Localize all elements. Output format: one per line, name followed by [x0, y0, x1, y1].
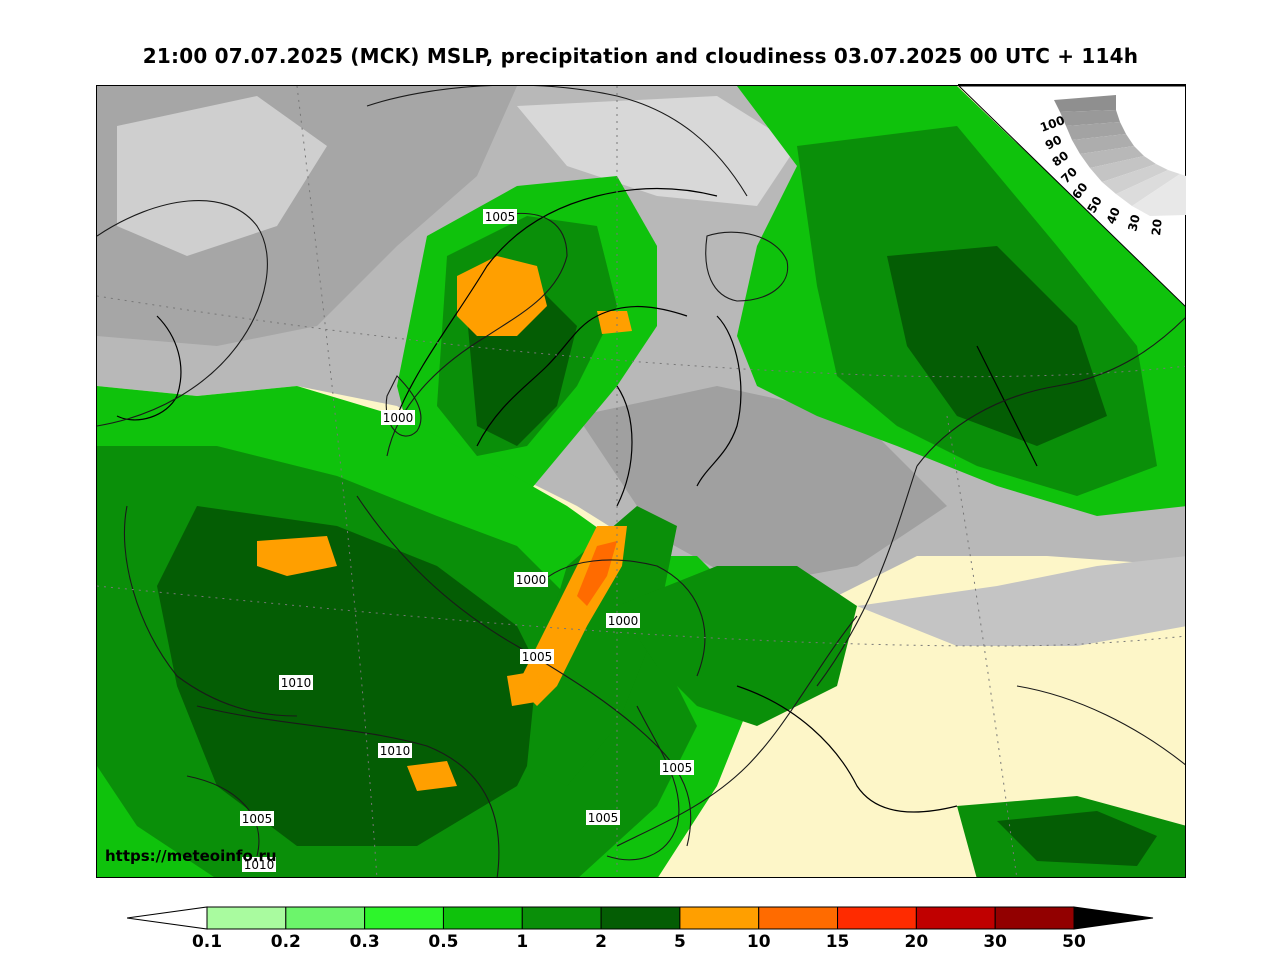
- colorbar-swatch: [758, 906, 839, 930]
- colorbar-tick-label: 0.1: [191, 932, 223, 952]
- isobar-label: 1005: [588, 811, 619, 825]
- isobar-label: 1005: [485, 210, 516, 224]
- colorbar-tick-label: 1: [516, 932, 529, 952]
- colorbar-tick-label: 30: [983, 932, 1008, 952]
- isobar-label: 1000: [383, 411, 414, 425]
- colorbar-tick-label: 5: [673, 932, 686, 952]
- colorbar-swatch: [206, 906, 287, 930]
- cloudiness-legend: 100 90 80 70 60 50 40 30 20: [1038, 95, 1186, 236]
- precip-colorbar: [127, 906, 1154, 930]
- cloud-label: 100: [1038, 113, 1066, 135]
- isobar-label: 1005: [662, 761, 693, 775]
- isobar-label: 1010: [244, 858, 275, 872]
- weather-map: 1005 1000 1000 1000 1005 1010 1010 1005 …: [96, 85, 1186, 878]
- colorbar-swatch: [600, 906, 681, 930]
- colorbar-swatch: [364, 906, 444, 930]
- colorbar-tick-label: 20: [904, 932, 929, 952]
- colorbar-swatch: [837, 906, 917, 930]
- colorbar-swatch: [442, 906, 523, 930]
- colorbar-swatch: [285, 906, 366, 930]
- colorbar-tick-label: 15: [825, 932, 850, 952]
- colorbar-under-triangle: [127, 906, 208, 930]
- isobar-label: 1005: [242, 812, 273, 826]
- map-title: 21:00 07.07.2025 (MCK) MSLP, precipitati…: [142, 44, 1139, 68]
- colorbar-swatch: [521, 906, 602, 930]
- colorbar-swatch: [679, 906, 760, 930]
- isobar-label: 1010: [281, 676, 312, 690]
- map-canvas: 1005 1000 1000 1000 1005 1010 1010 1005 …: [97, 86, 1185, 877]
- isobar-label: 1010: [380, 744, 411, 758]
- colorbar-tick-label: 0.5: [428, 932, 459, 952]
- cloud-label: 90: [1043, 132, 1064, 152]
- colorbar-tick-label: 2: [595, 932, 607, 952]
- colorbar-tick-label: 0.3: [349, 932, 380, 952]
- colorbar-over-triangle: [1073, 906, 1154, 930]
- cloud-label: 20: [1149, 218, 1165, 236]
- cloud-label: 60: [1069, 180, 1090, 202]
- cloud-label: 30: [1125, 213, 1143, 233]
- colorbar-swatch: [994, 906, 1075, 930]
- colorbar-swatch: [915, 906, 996, 930]
- colorbar-tick-label: 10: [746, 932, 771, 952]
- isobar-label: 1005: [522, 650, 553, 664]
- isobar-label: 1000: [608, 614, 639, 628]
- watermark-url: https://meteoinfo.ru: [105, 847, 277, 865]
- title-rule: [958, 84, 1186, 85]
- colorbar-tick-label: 50: [1062, 932, 1086, 952]
- colorbar-tick-label: 0.2: [270, 932, 301, 952]
- cloud-label: 40: [1104, 205, 1123, 226]
- cloud-label: 50: [1084, 194, 1104, 215]
- isobar-label: 1000: [516, 573, 547, 587]
